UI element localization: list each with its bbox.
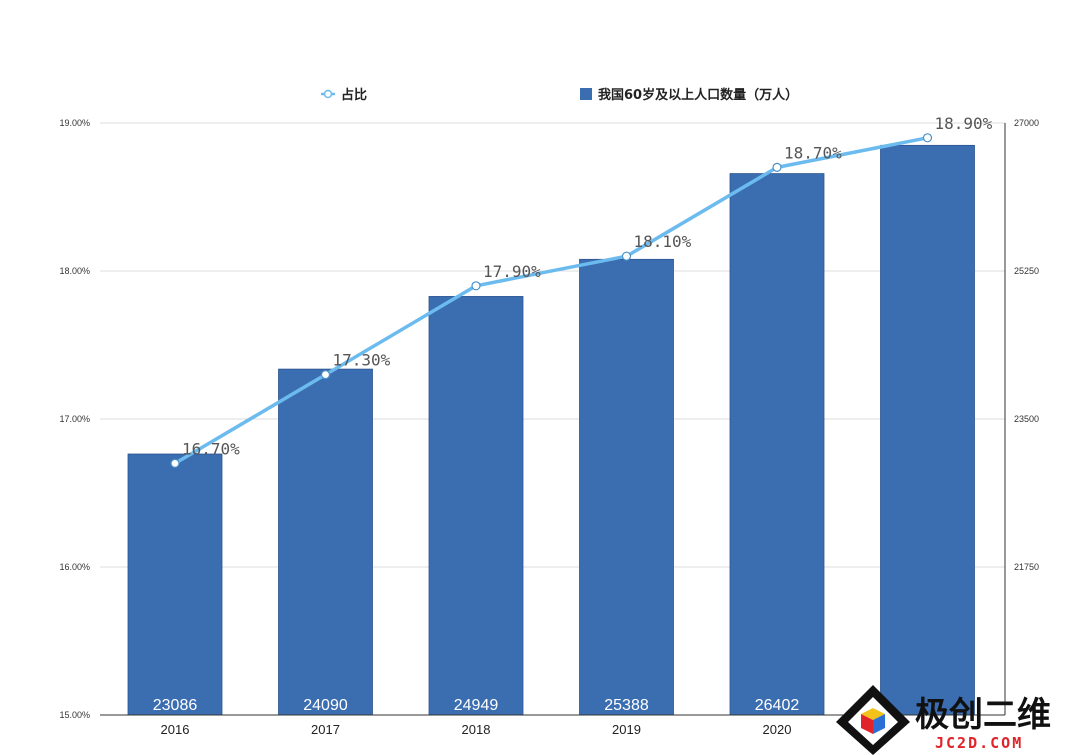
ratio-line bbox=[174, 136, 928, 465]
x-tick-label: 2016 bbox=[161, 722, 190, 737]
line-series bbox=[170, 133, 933, 468]
bar-value-label: 23086 bbox=[153, 697, 198, 714]
bar bbox=[428, 296, 524, 716]
bar-series bbox=[127, 144, 975, 716]
y-right-tick-label: 25250 bbox=[1014, 266, 1039, 276]
bar bbox=[579, 258, 674, 716]
watermark-logo: 极创二维 JC2D.COM bbox=[836, 685, 1051, 755]
watermark-domain-text: JC2D.COM bbox=[935, 734, 1023, 752]
bar-value-label: 24949 bbox=[454, 697, 499, 714]
y-right-tick-label: 21750 bbox=[1014, 562, 1039, 572]
line-point bbox=[320, 370, 331, 380]
x-tick-label: 2020 bbox=[763, 722, 792, 737]
x-tick-label: 2017 bbox=[311, 722, 340, 737]
bar-value-label: 25388 bbox=[604, 697, 649, 714]
bar bbox=[729, 173, 825, 716]
data-labels: 23086 24090 24949 25388 26402 16.70% 17.30% 17.… bbox=[153, 114, 993, 714]
x-tick-label: 2018 bbox=[462, 722, 491, 737]
cube-logo-icon bbox=[836, 685, 910, 755]
y-left-tick-label: 18.00% bbox=[59, 266, 90, 276]
y-left-tick-label: 17.00% bbox=[59, 414, 90, 424]
bar bbox=[880, 144, 975, 716]
line-point bbox=[170, 458, 180, 468]
line-value-label: 18.70% bbox=[784, 143, 842, 162]
line-point bbox=[471, 281, 481, 291]
legend-marker bbox=[323, 89, 333, 99]
bar-value-label: 24090 bbox=[303, 697, 348, 714]
y-left-tick-label: 16.00% bbox=[59, 562, 90, 572]
legend-item-ratio: 占比 bbox=[321, 87, 367, 103]
line-value-label: 18.90% bbox=[935, 114, 993, 133]
legend-item-population: 我国60岁及以上人口数量（万人） bbox=[580, 87, 798, 103]
line-point bbox=[621, 251, 632, 261]
gridlines bbox=[100, 122, 1005, 568]
legend-label-population: 我国60岁及以上人口数量（万人） bbox=[598, 87, 798, 103]
bar bbox=[278, 368, 373, 716]
bar bbox=[127, 453, 223, 716]
line-point bbox=[922, 133, 933, 143]
y-left-tick-label: 15.00% bbox=[59, 710, 90, 720]
y-right-tick-label: 27000 bbox=[1014, 118, 1039, 128]
legend: 占比 我国60岁及以上人口数量（万人） bbox=[321, 87, 798, 103]
legend-bar-swatch bbox=[580, 88, 592, 100]
bar-value-label: 26402 bbox=[755, 697, 800, 714]
line-value-label: 17.90% bbox=[483, 262, 541, 281]
line-value-label: 18.10% bbox=[634, 232, 692, 251]
y-right-tick-label: 23500 bbox=[1014, 414, 1039, 424]
watermark-brand-text: 极创二维 bbox=[915, 695, 1051, 735]
axes: 15.00% 16.00% 17.00% 18.00% 19.00% 21750 23500… bbox=[59, 118, 1039, 737]
line-value-label: 16.70% bbox=[182, 439, 240, 458]
x-tick-label: 2019 bbox=[612, 722, 641, 737]
legend-label-ratio: 占比 bbox=[341, 87, 367, 103]
line-value-label: 17.30% bbox=[333, 351, 391, 370]
line-point bbox=[772, 162, 782, 172]
y-left-tick-label: 19.00% bbox=[59, 118, 90, 128]
